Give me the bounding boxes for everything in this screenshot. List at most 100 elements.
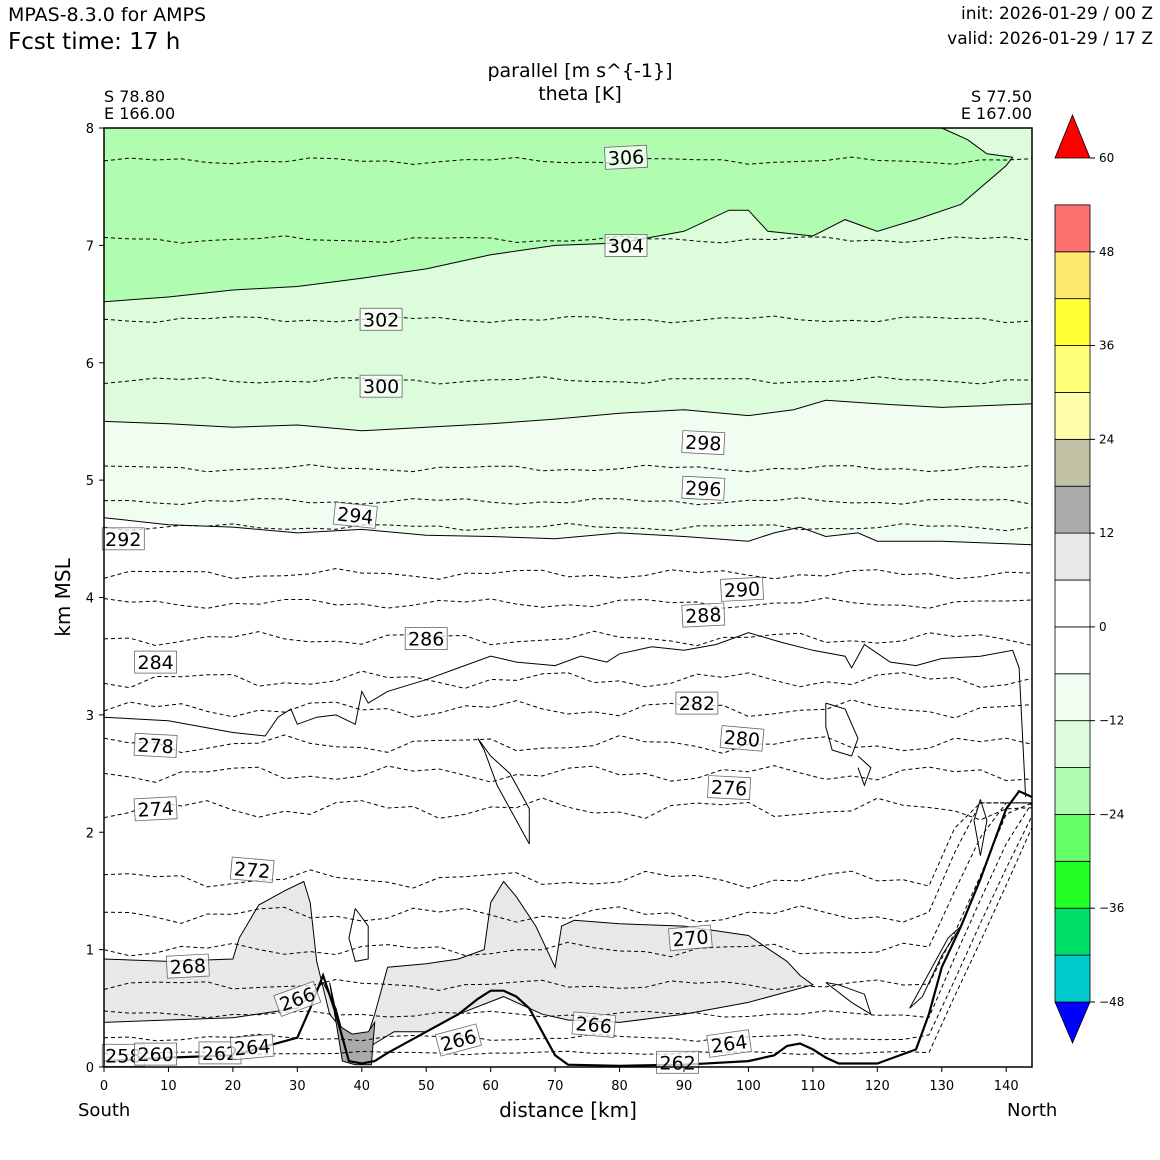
theta-label-box: [359, 374, 403, 398]
theta-label-extra-2: 264: [706, 1029, 752, 1058]
y-tick-label: 4: [86, 592, 94, 607]
theta-label-box: [434, 1023, 483, 1057]
x-tick-label: 40: [354, 1079, 371, 1094]
theta-contour-13: [103, 765, 1033, 783]
theta-label-14: 286: [404, 627, 448, 651]
direction-north: North: [1007, 1100, 1058, 1121]
y-tick-label: 0: [86, 1061, 94, 1076]
right-endpoint-lat: S 77.50: [970, 87, 1032, 106]
x-tick-label: 20: [225, 1079, 242, 1094]
theta-label-6: 270: [668, 924, 713, 951]
theta-contour-6: [103, 522, 1033, 532]
colorbar-bin: [1054, 485, 1091, 534]
theta-label-text: 296: [685, 477, 722, 501]
theta-label-text: 290: [723, 578, 760, 602]
theta-label-text: 294: [336, 503, 374, 529]
theta-label-text: 266: [575, 1013, 613, 1038]
theta-label-box: [719, 725, 765, 752]
theta-label-text: 266: [438, 1026, 479, 1057]
theta-label-box: [681, 430, 726, 456]
init-time: init: 2026-01-29 / 00 Z: [960, 4, 1153, 24]
y-axis-label: km MSL: [51, 557, 75, 636]
right-endpoint: S 77.50 E 167.00: [961, 88, 1032, 122]
wind-contour-feature-7: [973, 799, 988, 856]
theta-label-box: [720, 576, 764, 602]
forecast-time: Fcst time: 17 h: [8, 29, 181, 55]
colorbar-bin: [1054, 720, 1091, 768]
colorbar-tick-label: −24: [1099, 807, 1124, 821]
theta-label-1: 260: [134, 1042, 178, 1066]
theta-label-16: 290: [720, 576, 764, 602]
theta-label-8: 274: [133, 796, 178, 822]
y-tick-label: 3: [86, 709, 94, 724]
theta-label-text: 306: [607, 146, 644, 170]
valid-time: valid: 2026-01-29 / 17 Z: [947, 29, 1153, 49]
x-tick-label: 60: [482, 1079, 499, 1094]
theta-label-text: 302: [363, 309, 399, 331]
colorbar-tick-label: 0: [1099, 620, 1107, 634]
colorbar-bin: [1054, 392, 1091, 440]
theta-label-text: 288: [685, 604, 722, 628]
theta-label-20: 298: [681, 430, 726, 456]
theta-label-9: 276: [707, 775, 752, 801]
theta-label-box: [571, 1011, 617, 1038]
colorbar-bin: [1054, 251, 1091, 300]
theta-label-text: 300: [363, 376, 399, 398]
theta-label-text: 278: [137, 734, 174, 758]
y-tick-label: 8: [86, 122, 94, 137]
theta-label-box: [332, 501, 378, 529]
model-name: MPAS-8.3.0 for AMPS: [8, 4, 207, 26]
theta-label-box: [134, 650, 178, 674]
colorbar-bin: [1054, 579, 1091, 628]
theta-label-extra-0: 266: [434, 1023, 483, 1057]
wind-region-m18: [104, 128, 1032, 431]
theta-contour-9: [103, 630, 1033, 647]
right-endpoint-lon: E 167.00: [960, 104, 1032, 123]
theta-label-text: 270: [671, 926, 709, 951]
theta-contour-8: [103, 597, 1033, 609]
theta-label-11: 280: [719, 725, 765, 752]
axes-layer: 0 10 20 30 40 50 60 70 80 90 100 110 120 130 140 0 1 2 3 4 5…: [51, 122, 1033, 1122]
theta-label-text: 260: [137, 1044, 173, 1066]
theta-label-box: [229, 1033, 275, 1061]
wind-contour-feature-6: [825, 982, 872, 1016]
x-tick-label: 110: [800, 1079, 825, 1094]
theta-label-box: [681, 602, 726, 628]
left-endpoint: S 78.80 E 166.00: [104, 88, 175, 122]
theta-label-text: 304: [608, 235, 644, 257]
theta-label-box: [707, 775, 752, 801]
wind-contour-line-1: [103, 399, 1033, 432]
x-tick-label: 10: [160, 1079, 177, 1094]
wind-contour-line-2: [103, 517, 1033, 546]
colorbar-extend-min: [1054, 1001, 1091, 1045]
theta-label-box: [133, 732, 178, 758]
theta-label-15: 288: [681, 602, 726, 628]
colorbar-tick-label: 60: [1099, 151, 1114, 165]
y-tick-label: 2: [86, 826, 94, 841]
colorbar-bin: [1054, 204, 1091, 253]
theta-label-13: 284: [134, 650, 178, 674]
theta-contour-2: [103, 315, 1033, 324]
wind-contour-feature-0: [103, 632, 1027, 798]
theta-label-text: 282: [679, 693, 715, 715]
terrain-layer: [103, 789, 1033, 1067]
theta-label-box: [273, 980, 322, 1017]
theta-label-box: [404, 627, 448, 650]
left-endpoint-lat: S 78.80: [104, 87, 166, 106]
colorbar-tick-label: 48: [1099, 245, 1114, 259]
y-tick-label: 7: [86, 239, 94, 254]
colorbar-bin: [1054, 298, 1091, 346]
terrain-line: [103, 789, 1033, 1067]
wind-contour-feature-4: [348, 908, 369, 962]
theta-contour-7: [103, 567, 1033, 580]
colorbar-bin: [1054, 345, 1091, 393]
chart-title-line2: theta [K]: [538, 83, 622, 105]
colorbar-bin: [1054, 907, 1091, 956]
x-tick-label: 30: [289, 1079, 306, 1094]
colorbar-tick-label: 24: [1099, 432, 1114, 446]
wind-region-p12: [329, 982, 376, 1066]
colorbar-bin: [1054, 438, 1091, 487]
theta-label-text: 262: [659, 1052, 695, 1074]
chart-title-line1: parallel [m s^{-1}]: [487, 60, 673, 82]
